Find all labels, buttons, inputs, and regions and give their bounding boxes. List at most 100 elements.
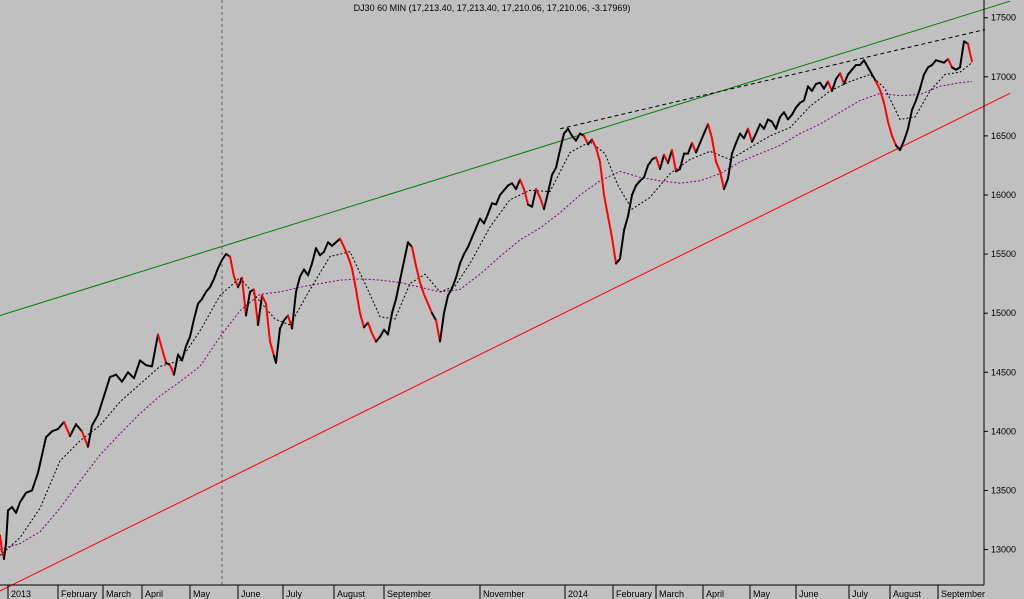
- price-segment: [197, 298, 203, 305]
- price-segment: [867, 66, 873, 76]
- price-segment: [671, 149, 677, 173]
- price-segment: [185, 335, 191, 348]
- price-segment: [679, 152, 685, 170]
- price-segment: [379, 328, 385, 338]
- price-segment: [315, 247, 321, 257]
- price-segment: [459, 253, 465, 265]
- price-segment: [699, 132, 705, 144]
- price-segment: [229, 255, 235, 278]
- x-tick-label: April: [706, 589, 724, 599]
- price-segment: [611, 236, 617, 265]
- price-segment: [591, 138, 597, 149]
- price-segment: [847, 68, 853, 76]
- price-segment: [19, 491, 27, 504]
- price-segment: [735, 132, 741, 144]
- x-tick-label: June: [241, 589, 261, 599]
- price-segment: [391, 298, 397, 315]
- price-segment: [947, 58, 953, 69]
- price-segment: [189, 318, 195, 338]
- price-segment: [439, 312, 445, 343]
- price-segment: [911, 99, 917, 111]
- x-tick-label: March: [106, 589, 131, 599]
- price-segment: [791, 106, 797, 116]
- price-segment: [819, 81, 825, 90]
- price-segment: [575, 132, 581, 142]
- x-tick-label: September: [941, 589, 985, 599]
- price-segment: [447, 287, 453, 297]
- price-segment: [551, 166, 557, 176]
- price-segment: [743, 127, 749, 140]
- price-segment: [559, 132, 565, 152]
- price-segment: [311, 247, 317, 265]
- price-segment: [253, 288, 259, 326]
- y-tick-label: 14000: [991, 426, 1016, 436]
- price-segment: [475, 217, 481, 230]
- price-segment: [863, 59, 869, 69]
- price-segment: [431, 312, 437, 322]
- price-segment: [233, 275, 239, 289]
- y-tick-label: 15500: [991, 249, 1016, 259]
- price-segment: [375, 335, 381, 343]
- x-tick-label: June: [799, 589, 819, 599]
- trend-line-upper-channel: [0, 0, 1011, 317]
- price-segment: [783, 111, 789, 121]
- x-tick-label: February: [61, 589, 98, 599]
- price-segment: [655, 156, 661, 170]
- price-segment: [811, 82, 817, 92]
- price-segment: [115, 373, 123, 383]
- price-segment: [201, 290, 207, 300]
- x-tick-label: February: [616, 589, 653, 599]
- price-segment: [599, 160, 605, 196]
- price-segment: [193, 302, 199, 321]
- price-segment: [787, 113, 793, 121]
- price-segment: [133, 359, 141, 380]
- price-segment: [695, 142, 701, 154]
- price-segment: [967, 42, 971, 55]
- price-segment: [715, 160, 721, 173]
- price-segment: [3, 542, 7, 560]
- x-tick-label: November: [483, 589, 525, 599]
- chart-title: DJ30 60 MIN (17,213.40, 17,213.40, 17,21…: [354, 3, 631, 13]
- price-segment: [771, 120, 777, 130]
- price-segment: [209, 277, 215, 289]
- price-segment: [747, 127, 753, 143]
- price-segment: [323, 241, 329, 253]
- price-segment: [619, 229, 625, 260]
- price-segment: [555, 149, 561, 169]
- price-segment: [41, 436, 47, 456]
- price-segment: [803, 85, 809, 102]
- price-segment: [351, 267, 357, 291]
- price-segment: [269, 340, 275, 357]
- price-segment: [499, 189, 505, 196]
- price-segment: [295, 275, 301, 293]
- price-segment: [399, 260, 405, 282]
- price-segment: [415, 264, 421, 284]
- price-segment: [339, 237, 345, 248]
- price-segment: [915, 87, 921, 102]
- price-segment: [647, 158, 653, 167]
- price-segment: [755, 123, 761, 135]
- price-segment: [127, 371, 135, 380]
- price-segment: [423, 293, 429, 305]
- price-segment: [87, 424, 93, 448]
- price-segment: [5, 509, 9, 545]
- price-segment: [691, 142, 697, 154]
- price-segment: [451, 276, 457, 290]
- price-segment: [831, 78, 837, 92]
- price-segment: [343, 246, 349, 258]
- price-segment: [463, 246, 469, 256]
- price-segment: [519, 178, 525, 191]
- y-tick-label: 16500: [991, 131, 1016, 141]
- price-segment: [57, 420, 65, 430]
- price-segment: [307, 262, 313, 277]
- price-segment: [347, 255, 353, 270]
- price-segment: [523, 188, 529, 206]
- price-segment: [631, 184, 637, 196]
- price-segment: [907, 108, 913, 130]
- price-segment: [531, 188, 537, 208]
- price-segment: [403, 241, 409, 263]
- price-segment: [643, 164, 649, 179]
- price-segment: [121, 371, 129, 383]
- price-segment: [583, 134, 589, 146]
- y-tick-label: 14500: [991, 367, 1016, 377]
